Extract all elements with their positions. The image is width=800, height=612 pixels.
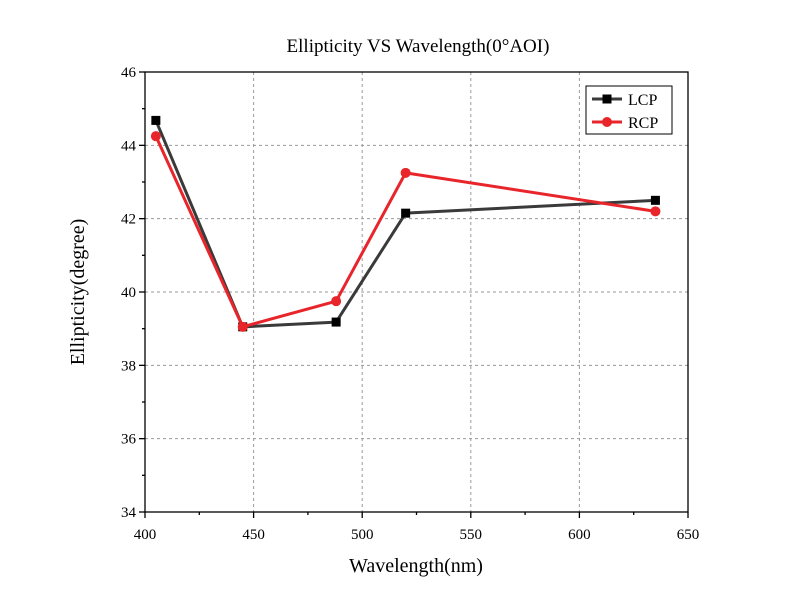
y-tick-label: 46 [121, 65, 137, 81]
grid-lines [145, 72, 688, 512]
series-rcp [150, 131, 661, 332]
data-point [150, 131, 161, 142]
series-line [154, 135, 656, 329]
x-tick-label: 400 [134, 527, 157, 543]
legend-marker [602, 117, 612, 127]
x-tick-label: 600 [568, 527, 591, 543]
y-tick-label: 38 [121, 358, 136, 374]
x-tick-label: 550 [460, 527, 483, 543]
legend-item-lcp: LCP [592, 92, 657, 109]
legend-item-rcp: RCP [592, 115, 658, 132]
axis-ticks [139, 71, 689, 518]
series-line [154, 119, 656, 329]
legend-label: RCP [628, 115, 658, 132]
y-tick-labels: 34 36 38 40 42 44 46 [121, 65, 137, 521]
series-layer [150, 115, 661, 332]
data-point [650, 195, 660, 205]
legend-label: LCP [628, 92, 657, 109]
data-point [237, 321, 248, 332]
legend-marker [602, 94, 612, 104]
y-axis-label: Ellipticity(degree) [67, 219, 89, 366]
data-point [401, 208, 411, 218]
y-tick-label: 42 [121, 212, 136, 228]
data-point [331, 317, 341, 327]
x-tick-labels: 400 450 500 550 600 650 [134, 527, 700, 543]
legend-box [585, 85, 673, 135]
data-point [400, 167, 411, 178]
chart-title: Ellipticity VS Wavelength(0°AOI) [287, 36, 550, 57]
series-lcp [151, 115, 660, 332]
data-point [331, 296, 342, 307]
data-point [151, 115, 161, 125]
x-tick-label: 450 [242, 527, 265, 543]
y-tick-label: 40 [121, 285, 136, 301]
y-tick-label: 44 [121, 138, 137, 154]
y-tick-label: 36 [121, 432, 137, 448]
y-tick-label: 34 [121, 505, 137, 521]
x-tick-label: 500 [351, 527, 374, 543]
x-axis-label: Wavelength(nm) [349, 555, 483, 577]
data-point [650, 206, 661, 217]
legend: LCP RCP [585, 85, 673, 135]
x-tick-label: 650 [677, 527, 700, 543]
